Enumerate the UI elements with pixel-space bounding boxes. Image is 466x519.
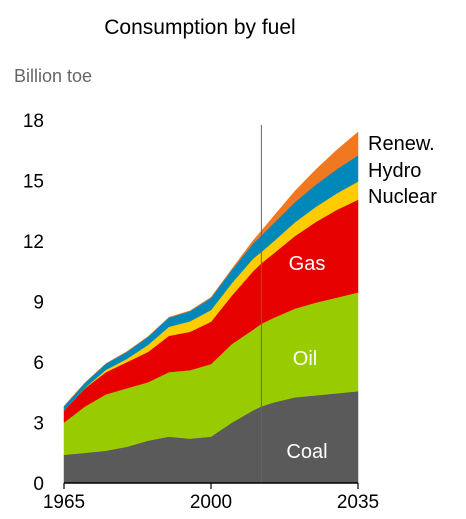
series-label-nuclear: Nuclear [368,186,437,208]
y-tick-label: 6 [33,353,44,374]
series-label-oil: Oil [293,348,317,370]
y-axis-ticks: 0 3 6 9 12 15 18 [23,111,44,495]
series-label-hydro: Hydro [368,160,421,182]
y-tick-label: 0 [33,474,44,495]
series-label-renew: Renew. [368,133,435,155]
y-tick-label: 15 [23,172,44,193]
area-renew [63,131,359,407]
y-tick-label: 9 [33,293,44,314]
y-tick-label: 18 [23,111,44,132]
series-label-coal: Coal [286,441,327,463]
x-tick-label: 2000 [190,492,232,513]
chart-title: Consumption by fuel [104,16,295,39]
y-tick-label: 12 [23,232,44,253]
series-label-gas: Gas [289,253,326,275]
y-tick-label: 3 [33,414,44,435]
x-tick-label: 1965 [43,492,85,513]
y-axis-unit-label: Billion toe [14,66,92,86]
series-labels: Renew. Hydro Nuclear Gas Oil Coal [286,133,437,463]
x-axis-ticks: 1965 2000 2035 [43,483,379,513]
stacked-areas [63,131,359,484]
x-tick-label: 2035 [337,492,379,513]
